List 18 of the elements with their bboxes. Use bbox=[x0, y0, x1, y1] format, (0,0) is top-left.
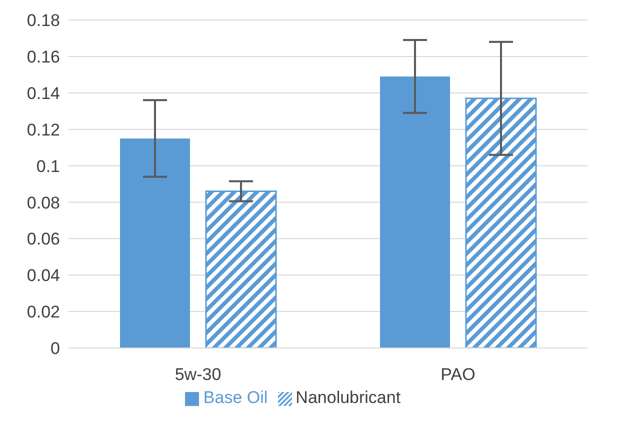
x-tick-label: 5w-30 bbox=[174, 365, 222, 384]
bar bbox=[205, 190, 277, 348]
y-tick-label: 0.06 bbox=[26, 230, 60, 249]
legend-label: Base Oil bbox=[203, 388, 268, 407]
y-tick-label: 0.16 bbox=[26, 47, 60, 66]
legend-label: Nanolubricant bbox=[296, 388, 401, 407]
y-tick-label: 0.08 bbox=[26, 193, 60, 212]
bar bbox=[120, 138, 190, 348]
bar bbox=[380, 76, 450, 348]
bar bbox=[465, 98, 537, 348]
y-tick-label: 0 bbox=[50, 339, 60, 358]
x-tick-label: PAO bbox=[440, 365, 476, 384]
y-tick-label: 0.04 bbox=[26, 266, 60, 286]
y-tick-label: 0.14 bbox=[26, 84, 60, 103]
y-tick-label: 0.1 bbox=[36, 156, 60, 176]
y-tick-label: 0.02 bbox=[26, 302, 60, 322]
y-tick-label: 0.18 bbox=[26, 11, 60, 30]
y-tick-label: 0.12 bbox=[26, 120, 60, 140]
